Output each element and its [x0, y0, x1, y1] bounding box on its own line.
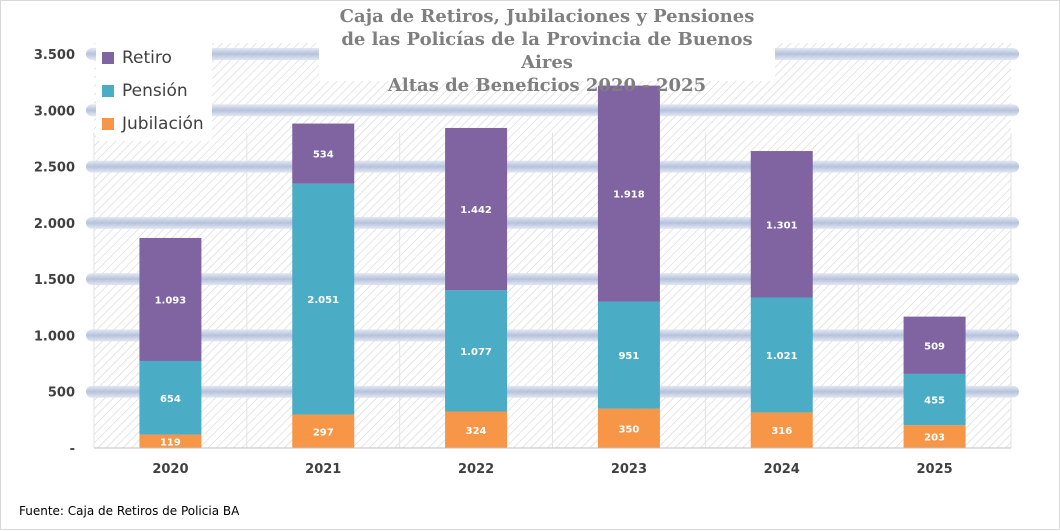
data-label-pension-2025: 455 [924, 396, 945, 407]
y-tick-label: 3.000 [34, 104, 75, 119]
horizontal-gridline [86, 329, 1019, 342]
bar-pension-2023 [597, 301, 660, 409]
legend-item-jubilacion: Jubilación [102, 111, 204, 137]
data-label-pension-2021: 2.051 [307, 295, 339, 306]
y-tick-label: 2.500 [34, 161, 75, 176]
data-label-retiro-2023: 1.918 [613, 190, 645, 201]
bar-retiro-2022 [445, 127, 508, 291]
legend-label-retiro: Retiro [122, 48, 172, 68]
y-tick-label: 1.000 [34, 329, 75, 344]
data-label-pension-2022: 1.077 [460, 347, 492, 358]
horizontal-gridline [86, 104, 1019, 117]
data-label-jubilacion-2021: 297 [313, 427, 334, 438]
bar-jubilacion-2023 [597, 408, 660, 448]
y-tick-label: 1.500 [34, 273, 75, 288]
x-tick-label-2023: 2023 [611, 462, 647, 477]
data-label-jubilacion-2025: 203 [924, 433, 945, 444]
y-tick-label: - [70, 442, 75, 457]
x-tick-label-2020: 2020 [152, 462, 188, 477]
source-note: Fuente: Caja de Retiros de Policia BA [19, 504, 240, 518]
legend-item-pension: Pensión [102, 78, 188, 104]
bar-pension-2024 [750, 297, 813, 413]
bar-jubilacion-2025 [903, 425, 966, 448]
bar-pension-2020 [139, 360, 202, 435]
data-label-retiro-2025: 509 [924, 341, 945, 352]
x-tick-label-2022: 2022 [458, 462, 494, 477]
legend-swatch-pension [102, 85, 114, 97]
bar-retiro-2023 [597, 85, 660, 302]
bar-jubilacion-2022 [445, 411, 508, 448]
y-tick-label: 3.500 [34, 48, 75, 63]
data-label-retiro-2020: 1.093 [155, 295, 187, 306]
horizontal-gridline [86, 160, 1019, 173]
bar-retiro-2021 [292, 123, 355, 184]
data-label-jubilacion-2022: 324 [466, 426, 487, 437]
chart-title-line-2: de las Policías de la Provincia de Bueno… [341, 29, 753, 73]
bar-pension-2022 [445, 290, 508, 412]
x-tick-label-2021: 2021 [305, 462, 341, 477]
horizontal-gridline [86, 273, 1019, 286]
legend-label-pension: Pensión [122, 81, 188, 101]
bar-jubilacion-2021 [292, 414, 355, 448]
legend-label-jubilacion: Jubilación [122, 114, 204, 134]
bar-pension-2021 [292, 183, 355, 415]
data-label-retiro-2021: 534 [313, 150, 334, 161]
chart-title-line-3: Altas de Beneficios 2020 - 2025 [387, 75, 707, 96]
y-tick-label: 500 [48, 386, 75, 401]
legend-item-retiro: Retiro [102, 45, 172, 71]
data-label-jubilacion-2023: 350 [618, 424, 639, 435]
bar-pension-2025 [903, 373, 966, 426]
x-tick-label-2025: 2025 [916, 462, 952, 477]
chart-title: Caja de Retiros, Jubilaciones y Pensione… [319, 5, 775, 96]
horizontal-gridline [86, 216, 1019, 229]
legend-swatch-jubilacion [102, 118, 114, 130]
data-label-jubilacion-2020: 119 [160, 437, 181, 448]
data-label-retiro-2024: 1.301 [766, 220, 798, 231]
data-label-pension-2023: 951 [618, 351, 639, 362]
bar-retiro-2020 [139, 237, 202, 361]
bar-retiro-2024 [750, 151, 813, 298]
y-tick-label: 2.000 [34, 217, 75, 232]
data-label-retiro-2022: 1.442 [460, 205, 492, 216]
x-tick-label-2024: 2024 [764, 462, 800, 477]
horizontal-gridline [86, 385, 1019, 398]
bar-jubilacion-2020 [139, 434, 202, 448]
data-label-jubilacion-2024: 316 [771, 426, 792, 437]
bar-retiro-2025 [903, 316, 966, 374]
legend-swatch-retiro [102, 52, 114, 64]
data-label-pension-2020: 654 [160, 394, 181, 405]
chart-legend: Retiro Pensión Jubilación [96, 43, 212, 141]
data-label-pension-2024: 1.021 [766, 351, 798, 362]
chart-title-line-1: Caja de Retiros, Jubilaciones y Pensione… [339, 6, 755, 27]
bar-jubilacion-2024 [750, 412, 813, 448]
